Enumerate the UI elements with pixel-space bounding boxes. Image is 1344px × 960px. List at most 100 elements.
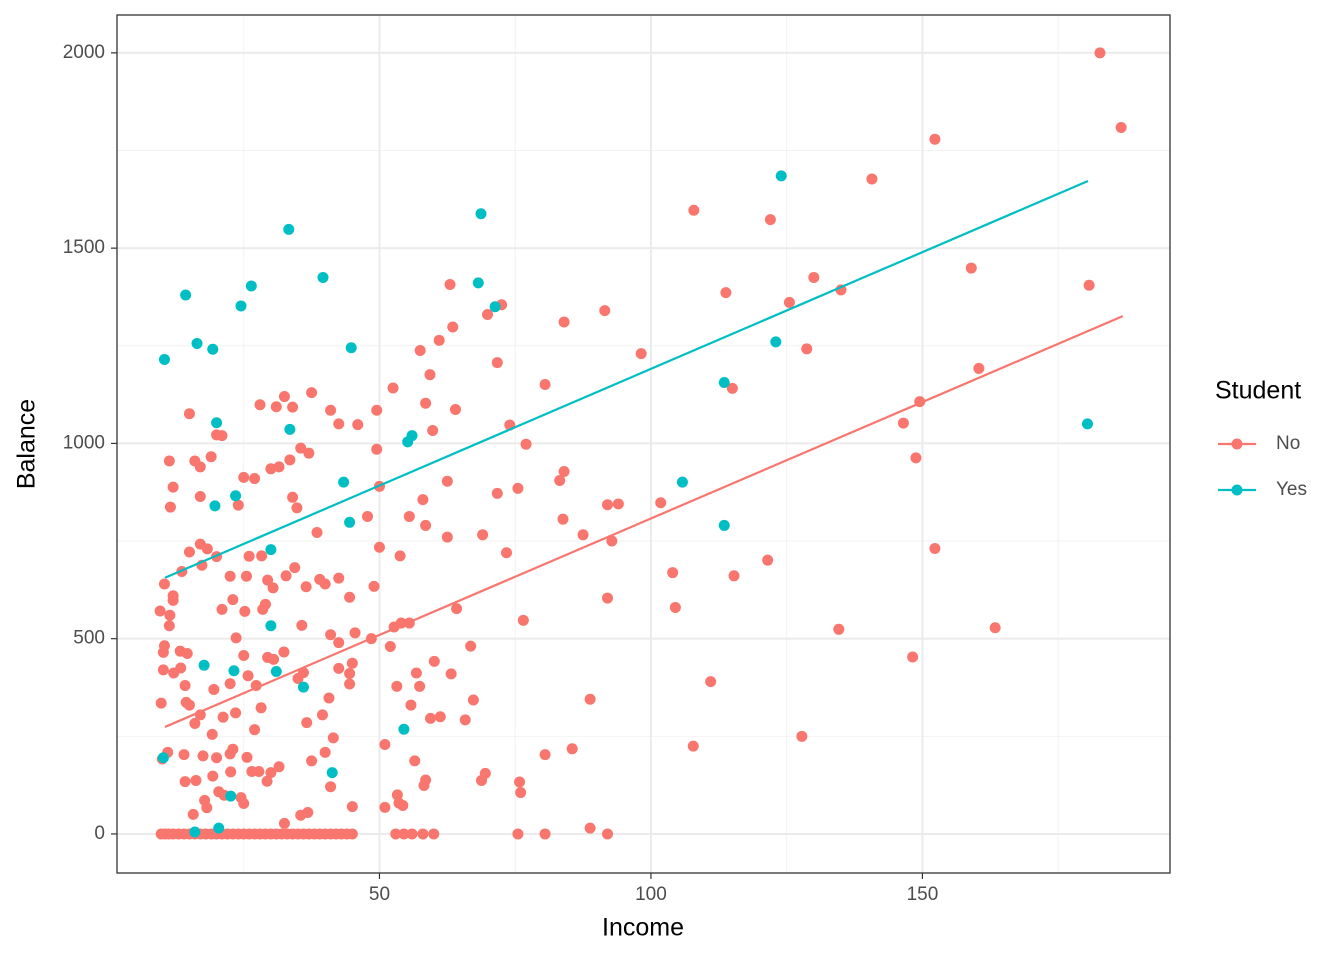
point (491, 487, 503, 499)
point (265, 544, 277, 556)
point (189, 717, 201, 729)
point (216, 603, 228, 615)
point (311, 526, 323, 538)
point (379, 801, 391, 813)
point (808, 271, 820, 283)
point (667, 567, 679, 579)
point (211, 752, 223, 764)
point (398, 828, 410, 840)
point (254, 399, 266, 411)
point (325, 781, 337, 793)
point (255, 702, 267, 714)
point (325, 629, 337, 641)
point (475, 208, 487, 220)
point (352, 419, 364, 431)
point (447, 321, 459, 333)
point (238, 649, 250, 661)
point (178, 749, 190, 761)
point (267, 582, 279, 594)
point (230, 632, 242, 644)
point (225, 790, 237, 802)
point (213, 822, 225, 834)
point (796, 730, 808, 742)
point (391, 680, 403, 692)
point (515, 787, 527, 799)
point (403, 510, 415, 522)
point (306, 387, 318, 399)
point (179, 776, 191, 788)
point (405, 699, 417, 711)
point (1115, 121, 1127, 133)
point (346, 657, 358, 669)
point (444, 278, 456, 290)
point (477, 529, 489, 541)
point (764, 214, 776, 226)
point (459, 714, 471, 726)
point (326, 767, 338, 779)
point (243, 550, 255, 562)
point (211, 417, 223, 429)
point (344, 516, 356, 528)
point (362, 510, 374, 522)
point (273, 461, 285, 473)
point (183, 546, 195, 558)
point (428, 828, 440, 840)
point (391, 789, 403, 801)
point (384, 640, 396, 652)
point (584, 822, 596, 834)
point (227, 743, 239, 755)
point (265, 767, 277, 779)
point (373, 541, 385, 553)
point (512, 482, 524, 494)
point (197, 750, 209, 762)
y-axis-title: Balance (13, 399, 41, 489)
point (910, 452, 922, 464)
point (718, 519, 730, 531)
point (291, 502, 303, 514)
point (676, 476, 688, 488)
point (520, 438, 532, 450)
point (207, 343, 219, 355)
point (783, 296, 795, 308)
point (284, 423, 296, 435)
point (278, 391, 290, 403)
x-axis-title: Income (602, 914, 684, 942)
point (539, 749, 551, 761)
point (270, 665, 282, 677)
point (259, 598, 271, 610)
point (205, 451, 217, 463)
point (602, 499, 614, 511)
point (801, 343, 813, 355)
point (323, 692, 335, 704)
point (249, 473, 261, 485)
point (512, 828, 524, 840)
point (191, 337, 203, 349)
point (762, 554, 774, 566)
point (283, 223, 295, 235)
point (246, 765, 258, 777)
point (417, 494, 429, 506)
point (424, 369, 436, 381)
point (245, 280, 257, 292)
point (467, 694, 479, 706)
point (333, 662, 345, 674)
point (602, 592, 614, 604)
legend-key-point (1231, 484, 1243, 496)
point (420, 397, 432, 409)
point (227, 594, 239, 606)
point (333, 637, 345, 649)
point (230, 490, 242, 502)
point (371, 443, 383, 455)
point (163, 620, 175, 632)
point (295, 442, 307, 454)
point (414, 680, 426, 692)
point (327, 732, 339, 744)
point (612, 498, 624, 510)
point (346, 828, 358, 840)
point (224, 570, 236, 582)
point (198, 659, 210, 671)
point (158, 578, 170, 590)
point (287, 401, 299, 413)
point (479, 767, 491, 779)
